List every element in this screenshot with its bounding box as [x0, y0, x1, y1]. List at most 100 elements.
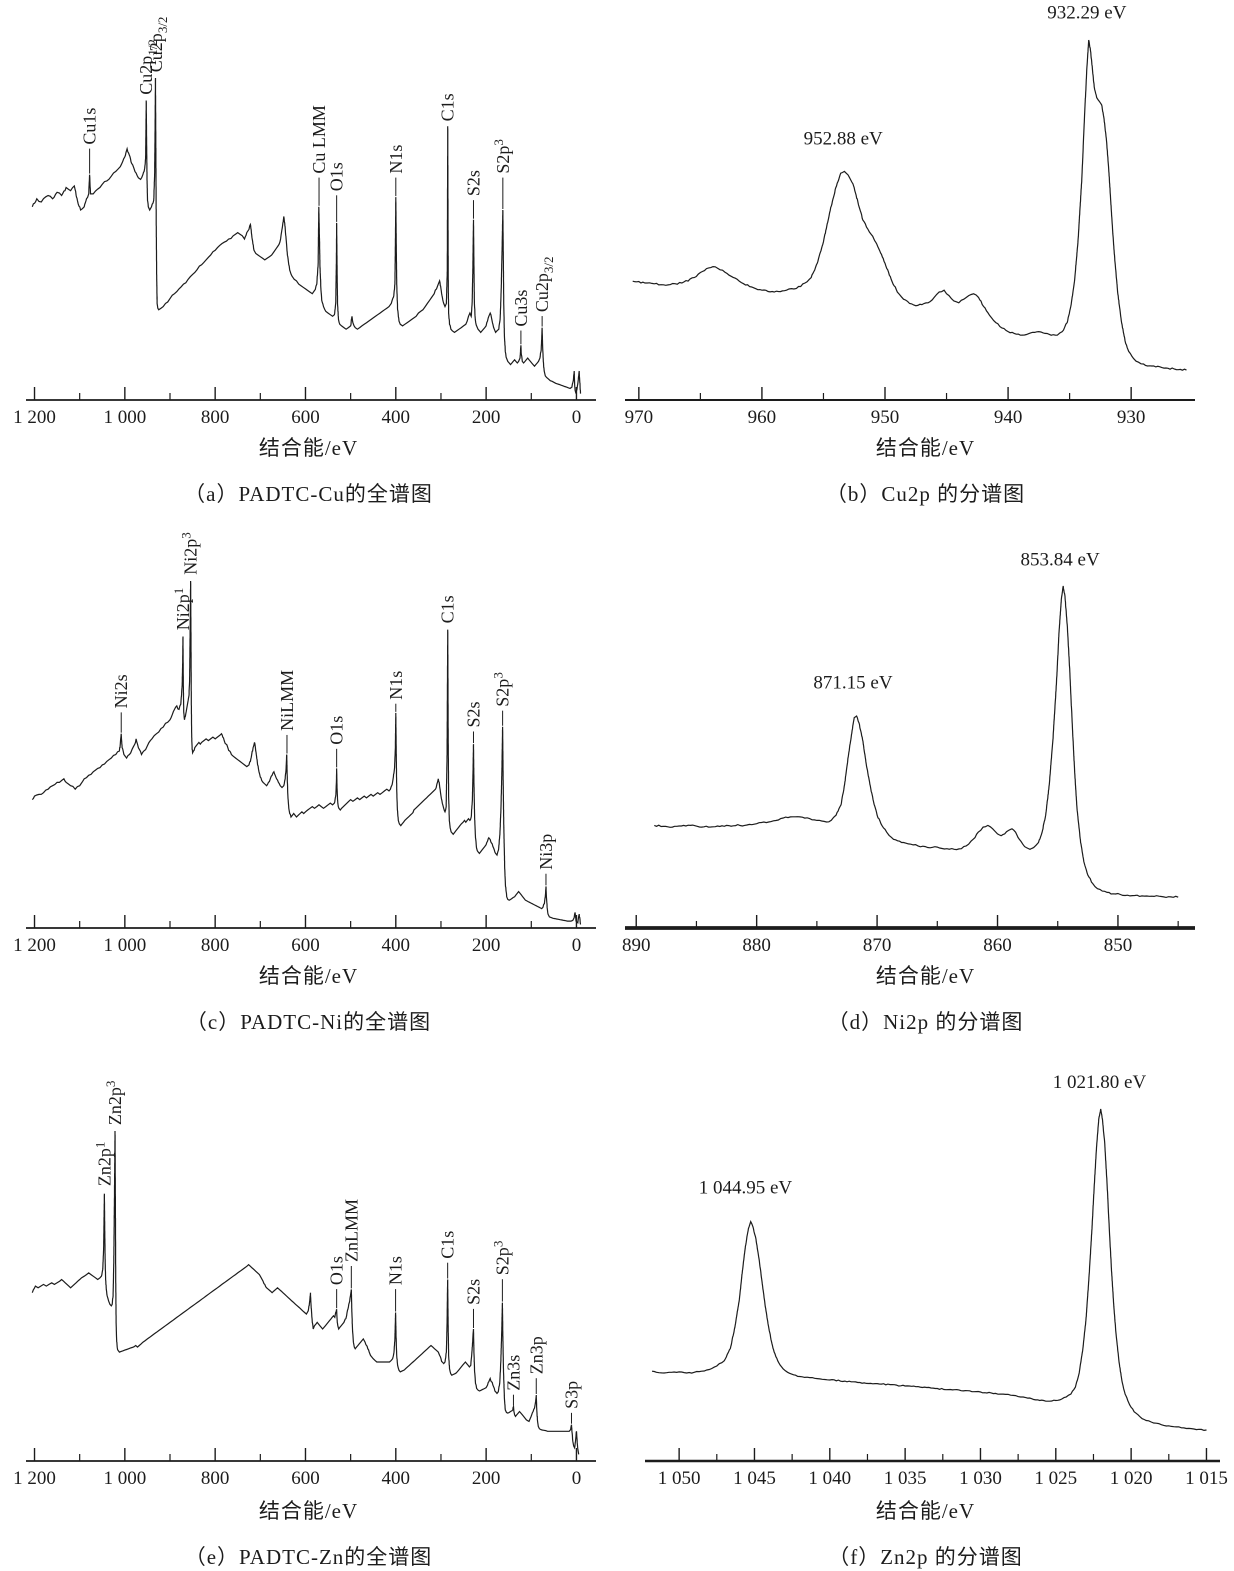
- svg-text:1 015: 1 015: [1185, 1468, 1228, 1489]
- svg-text:S2s: S2s: [464, 1279, 484, 1305]
- svg-text:O1s: O1s: [327, 1256, 347, 1285]
- svg-text:800: 800: [201, 407, 230, 428]
- svg-text:860: 860: [983, 935, 1012, 956]
- svg-text:N1s: N1s: [386, 1256, 406, 1285]
- svg-text:Cu2p3/2: Cu2p3/2: [532, 256, 556, 312]
- spectrum-plot-padtc-zn: 1 200 1 000 800 600 400 200 0 Zn2p1 Zn2p3 O1sZnLM…: [13, 1081, 596, 1489]
- svg-text:400: 400: [382, 1468, 411, 1489]
- x-axis-title-e: 结合能/eV: [258, 1499, 359, 1523]
- svg-text:1 050: 1 050: [658, 1468, 701, 1489]
- svg-text:1 200: 1 200: [13, 407, 56, 428]
- caption-b: （b）Cu2p 的分谱图: [825, 482, 1026, 506]
- panel-a-survey-cu: 1 200 1 000 800 600 400 200 0 Cu1s Cu2p1/2 Cu2p3/…: [0, 0, 617, 522]
- x-axis-title-f: 结合能/eV: [875, 1499, 976, 1523]
- svg-text:N1s: N1s: [386, 145, 406, 174]
- svg-text:1 030: 1 030: [959, 1468, 1002, 1489]
- svg-text:800: 800: [201, 935, 230, 956]
- svg-text:Cu2p3/2: Cu2p3/2: [146, 17, 170, 73]
- svg-text:850: 850: [1104, 935, 1133, 956]
- x-axis-title-c: 结合能/eV: [258, 964, 359, 988]
- svg-text:880: 880: [742, 935, 771, 956]
- svg-text:Zn2p1: Zn2p1: [92, 1142, 114, 1187]
- svg-text:S2p3: S2p3: [491, 139, 513, 174]
- svg-text:400: 400: [382, 407, 411, 428]
- caption-d: （d）Ni2p 的分谱图: [827, 1010, 1024, 1034]
- spectrum-plot-padtc-ni: 1 200 1 000 800 600 400 200 0 Ni2s Ni2p1 Ni2p3 NiL…: [13, 532, 596, 956]
- caption-e: （e）PADTC-Zn的全谱图: [184, 1545, 433, 1569]
- svg-text:Ni2p3: Ni2p3: [179, 532, 201, 575]
- svg-text:Ni2s: Ni2s: [111, 674, 131, 708]
- spectrum-plot-zn2p: 1 050 1 045 1 040 1 035 1 030 1 025 1 020 1 015…: [645, 1072, 1228, 1489]
- svg-text:870: 870: [863, 935, 892, 956]
- svg-text:600: 600: [291, 1468, 320, 1489]
- svg-text:S2s: S2s: [464, 170, 484, 196]
- svg-text:S2p3: S2p3: [490, 1241, 512, 1276]
- svg-text:1 200: 1 200: [13, 1468, 56, 1489]
- svg-text:932.29 eV: 932.29 eV: [1047, 2, 1126, 23]
- svg-text:600: 600: [291, 407, 320, 428]
- svg-text:Cu2p1/2: Cu2p1/2: [136, 39, 160, 95]
- svg-text:871.15 eV: 871.15 eV: [813, 673, 892, 694]
- svg-text:S2p3: S2p3: [491, 672, 513, 707]
- panel-b-detail-cu2p: 970 960 950 940 930 952.88 eV 932.29 eV 结合能/eV…: [617, 0, 1234, 522]
- svg-text:C1s: C1s: [438, 93, 458, 121]
- svg-text:1 035: 1 035: [884, 1468, 927, 1489]
- spectrum-plot-cu2p: 970 960 950 940 930 952.88 eV 932.29 eV: [625, 2, 1195, 428]
- svg-text:O1s: O1s: [327, 716, 347, 745]
- svg-text:O1s: O1s: [327, 162, 347, 191]
- svg-text:200: 200: [472, 1468, 501, 1489]
- svg-text:S3p: S3p: [562, 1381, 582, 1409]
- panel-e-survey-zn: 1 200 1 000 800 600 400 200 0 Zn2p1 Zn2p3 O1s ZnLM…: [0, 1045, 617, 1569]
- svg-text:0: 0: [572, 407, 582, 428]
- svg-text:960: 960: [748, 407, 777, 428]
- svg-text:600: 600: [291, 935, 320, 956]
- svg-text:Cu1s: Cu1s: [80, 108, 100, 145]
- svg-text:C1s: C1s: [438, 1231, 458, 1259]
- svg-text:1 021.80 eV: 1 021.80 eV: [1053, 1072, 1147, 1093]
- svg-text:940: 940: [994, 407, 1023, 428]
- svg-text:200: 200: [472, 407, 501, 428]
- svg-text:Ni3p: Ni3p: [536, 834, 556, 870]
- svg-text:970: 970: [625, 407, 654, 428]
- x-axis-title-a: 结合能/eV: [258, 436, 359, 460]
- svg-text:1 040: 1 040: [808, 1468, 851, 1489]
- svg-text:800: 800: [201, 1468, 230, 1489]
- panel-c-survey-ni: 1 200 1 000 800 600 400 200 0 Ni2s Ni2p1 Ni2p3 NiL…: [0, 522, 617, 1045]
- svg-text:952.88 eV: 952.88 eV: [804, 128, 883, 149]
- x-axis-title-b: 结合能/eV: [875, 436, 976, 460]
- svg-text:ZnLMM: ZnLMM: [341, 1199, 361, 1262]
- panel-f-detail-zn2p: 1 050 1 045 1 040 1 035 1 030 1 025 1 020 1 015…: [617, 1045, 1234, 1569]
- svg-text:Zn2p3: Zn2p3: [103, 1081, 125, 1126]
- svg-text:1 000: 1 000: [103, 1468, 146, 1489]
- svg-text:0: 0: [572, 935, 582, 956]
- caption-f: （f）Zn2p 的分谱图: [828, 1545, 1023, 1569]
- svg-text:1 025: 1 025: [1034, 1468, 1077, 1489]
- spectrum-plot-padtc-cu: 1 200 1 000 800 600 400 200 0Cu1sCu2p1/2Cu2p3/…: [13, 17, 596, 428]
- svg-text:0: 0: [572, 1468, 582, 1489]
- panel-d-detail-ni2p: 890 880 870 860 850 871.15 eV 853.84 eV 结合能/eV…: [617, 522, 1234, 1045]
- svg-text:Cu3s: Cu3s: [511, 290, 531, 327]
- svg-text:950: 950: [871, 407, 900, 428]
- svg-text:1 200: 1 200: [13, 935, 56, 956]
- svg-text:C1s: C1s: [438, 595, 458, 623]
- svg-text:Zn3s: Zn3s: [504, 1355, 524, 1391]
- spectrum-plot-ni2p: 890 880 870 860 850 871.15 eV 853.84 eV: [622, 549, 1195, 956]
- svg-text:890: 890: [622, 935, 651, 956]
- svg-text:N1s: N1s: [386, 671, 406, 700]
- x-axis-title-d: 结合能/eV: [875, 964, 976, 988]
- svg-text:Cu LMM: Cu LMM: [309, 105, 329, 174]
- svg-text:1 020: 1 020: [1110, 1468, 1153, 1489]
- svg-text:930: 930: [1117, 407, 1146, 428]
- svg-text:853.84 eV: 853.84 eV: [1021, 549, 1100, 570]
- svg-text:S2s: S2s: [464, 701, 484, 727]
- caption-c: （c）PADTC-Ni的全谱图: [185, 1010, 432, 1034]
- svg-text:1 045: 1 045: [733, 1468, 776, 1489]
- svg-text:1 044.95 eV: 1 044.95 eV: [699, 1177, 793, 1198]
- svg-text:NiLMM: NiLMM: [277, 670, 297, 731]
- svg-text:200: 200: [472, 935, 501, 956]
- svg-text:400: 400: [382, 935, 411, 956]
- svg-text:1 000: 1 000: [103, 407, 146, 428]
- caption-a: （a）PADTC-Cu的全谱图: [184, 482, 433, 506]
- svg-text:Zn3p: Zn3p: [526, 1336, 546, 1374]
- svg-text:Ni2p1: Ni2p1: [171, 588, 193, 631]
